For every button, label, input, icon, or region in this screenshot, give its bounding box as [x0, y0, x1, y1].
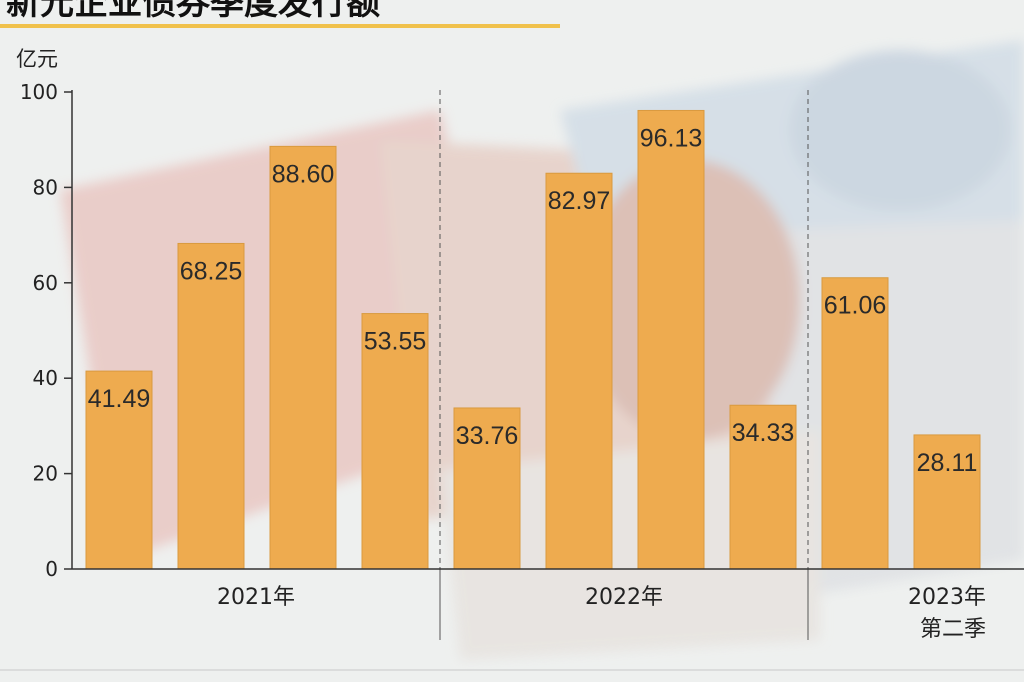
bars: [85, 109, 981, 570]
group-label: 2023年: [908, 585, 986, 610]
bar-value-label: 33.76: [456, 422, 519, 450]
bar: [269, 145, 337, 570]
y-tick-label: 20: [33, 462, 58, 486]
chart-title: 新元企业债券季度发行额: [6, 0, 380, 23]
bar-value-label: 82.97: [548, 187, 611, 215]
bar-value-label: 28.11: [917, 449, 978, 477]
bar-value-label: 41.49: [88, 385, 151, 413]
group-sublabel: 第二季: [920, 617, 986, 642]
y-tick-label: 60: [33, 271, 58, 295]
bar: [821, 277, 889, 570]
bar: [913, 434, 981, 570]
group-label: 2021年: [217, 585, 295, 610]
y-tick-label: 0: [45, 557, 58, 581]
bar-value-label: 61.06: [824, 292, 887, 320]
y-tick-label: 40: [33, 366, 58, 390]
bar: [85, 370, 153, 570]
y-axis-unit-label: 亿元: [16, 47, 58, 71]
bar-value-label: 88.60: [272, 160, 335, 188]
y-tick-label: 100: [20, 80, 58, 104]
bar: [361, 313, 429, 570]
bar-value-label: 68.25: [180, 257, 243, 285]
bar-value-label: 34.33: [732, 419, 795, 447]
value-labels: 41.49 68.25 88.60 53.55 33.76 82.97 96.13 34.33…: [88, 124, 978, 476]
group-label: 2022年: [585, 585, 663, 610]
bar-value-label: 53.55: [364, 328, 427, 356]
bar: [545, 172, 613, 570]
bar: [177, 242, 245, 570]
group-separators: [439, 90, 809, 640]
y-axis-ticks: 0 20 40 60 80 100: [20, 80, 72, 581]
bar-value-label: 96.13: [640, 124, 703, 152]
y-tick-label: 80: [33, 175, 58, 199]
title-underline: [0, 24, 560, 28]
bar: [637, 109, 705, 570]
